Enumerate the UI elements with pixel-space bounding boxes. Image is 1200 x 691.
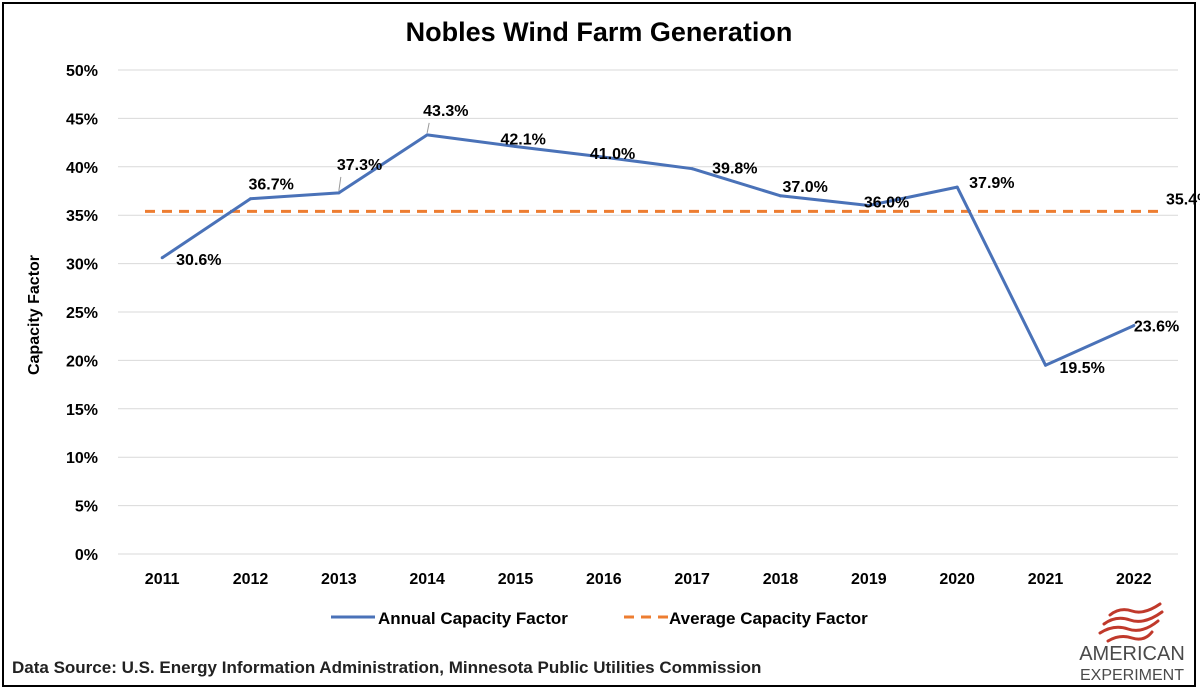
annual-data-point [1044, 363, 1047, 367]
logo-text-line1: AMERICAN [1079, 643, 1185, 665]
x-tick-label: 2016 [586, 571, 622, 588]
logo-text-line2: EXPERIMENT [1080, 667, 1184, 684]
x-tick-label: 2019 [851, 571, 887, 588]
annual-data-point [425, 133, 429, 137]
y-tick-label: 10% [66, 450, 98, 467]
data-label: 23.6% [1134, 319, 1179, 336]
american-experiment-logo: AMERICAN EXPERIMENT [1079, 602, 1185, 684]
x-tick-label: 2022 [1116, 571, 1152, 588]
y-tick-label: 0% [75, 547, 98, 564]
y-axis-ticks: 0% 5% 10% 15% 20% 25% 30% 35% 40% 45% 50% [66, 63, 98, 564]
x-tick-label: 2017 [674, 571, 710, 588]
data-label: 42.1% [501, 131, 546, 148]
flag-stripes-icon [1098, 602, 1164, 643]
x-tick-label: 2018 [763, 571, 799, 588]
y-tick-label: 30% [66, 257, 98, 274]
annual-capacity-factor-line [161, 133, 1135, 367]
data-label: 37.0% [783, 179, 828, 196]
average-end-label: 35.4% [1166, 191, 1200, 208]
data-labels: 30.6% 36.7% 37.3% 43.3% 42.1% 41.0% 39.8% 37.0%… [176, 103, 1200, 377]
gridlines [118, 69, 1178, 555]
legend-label-average: Average Capacity Factor [669, 609, 868, 628]
x-tick-label: 2021 [1028, 571, 1064, 588]
data-label: 30.6% [176, 252, 221, 269]
annual-data-point [867, 204, 871, 208]
y-tick-label: 35% [66, 208, 98, 225]
chart-title: Nobles Wind Farm Generation [406, 17, 793, 47]
y-tick-label: 20% [66, 353, 98, 370]
annual-data-point [690, 167, 694, 171]
x-tick-label: 2011 [145, 571, 180, 588]
legend: Annual Capacity Factor Average Capacity … [331, 609, 868, 628]
data-label: 36.0% [864, 195, 909, 212]
series-layer [145, 133, 1164, 367]
data-label: 37.9% [969, 175, 1014, 192]
x-tick-label: 2012 [233, 571, 269, 588]
y-tick-label: 45% [66, 111, 98, 128]
annual-data-point [160, 256, 164, 260]
annual-data-point [514, 144, 517, 148]
data-label: 37.3% [337, 157, 382, 174]
x-tick-label: 2013 [321, 571, 357, 588]
x-tick-label: 2020 [939, 571, 975, 588]
legend-label-annual: Annual Capacity Factor [378, 609, 568, 628]
annual-data-point [337, 191, 341, 195]
y-axis-label: Capacity Factor [26, 255, 43, 375]
y-tick-label: 40% [66, 160, 98, 177]
label-leader-line [426, 122, 430, 133]
annual-data-point [779, 194, 782, 198]
data-label: 19.5% [1060, 360, 1105, 377]
y-tick-label: 5% [75, 499, 98, 516]
annual-data-point [249, 197, 252, 201]
y-tick-label: 50% [66, 63, 98, 80]
x-tick-label: 2015 [498, 571, 534, 588]
data-label: 41.0% [590, 146, 635, 163]
data-label: 43.3% [423, 103, 468, 120]
y-tick-label: 25% [66, 305, 98, 322]
annual-data-point [1132, 324, 1136, 328]
annual-data-point [955, 185, 959, 189]
data-label: 36.7% [249, 177, 294, 194]
data-label: 39.8% [712, 161, 757, 178]
x-axis-ticks: 2011 2012 2013 2014 2015 2016 2017 2018 2019 2020… [145, 571, 1152, 588]
label-leader-line [338, 176, 342, 192]
x-tick-label: 2014 [409, 571, 445, 588]
annual-data-point [602, 155, 606, 159]
data-source-note: Data Source: U.S. Energy Information Adm… [12, 658, 761, 677]
y-tick-label: 15% [66, 402, 98, 419]
